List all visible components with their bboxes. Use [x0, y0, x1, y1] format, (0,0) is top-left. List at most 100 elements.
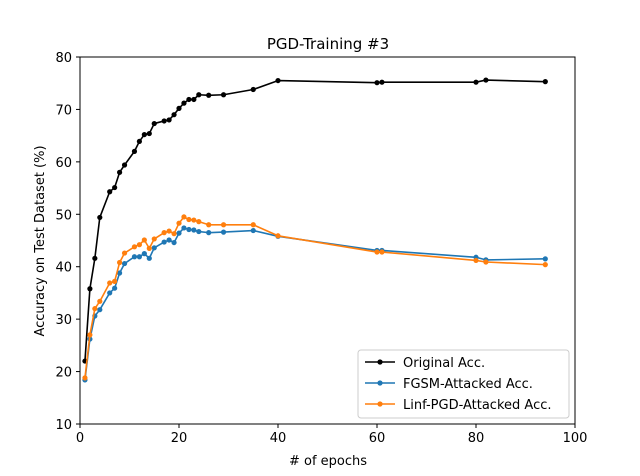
data-point [473, 79, 479, 85]
data-point [275, 233, 281, 239]
data-point [379, 249, 385, 255]
legend-label: Original Acc. [403, 356, 485, 371]
data-point [196, 219, 202, 225]
data-point [97, 298, 103, 304]
data-point [166, 237, 172, 243]
data-point [186, 96, 192, 103]
data-point [374, 80, 380, 86]
y-tick-label: 20 [55, 366, 72, 381]
data-point [161, 118, 167, 124]
data-point [136, 242, 142, 248]
data-point [136, 138, 142, 145]
data-point [112, 278, 118, 284]
data-point [181, 100, 187, 106]
y-tick-label: 30 [55, 313, 72, 328]
series-layer [82, 77, 548, 383]
axis-ticks: 0 20 40 60 80 100 10 20 30 40 50 60 70 80 [55, 51, 587, 446]
legend: Original Acc. FGSM-Attacked Acc. Linf-PGD-… [357, 349, 570, 419]
data-point [107, 290, 113, 296]
data-point [136, 254, 142, 260]
y-tick-label: 60 [55, 156, 72, 171]
data-point [181, 214, 187, 220]
data-point [206, 222, 212, 228]
data-point [97, 307, 103, 313]
data-point [220, 229, 227, 235]
legend-item-fgsm-attacked-acc: FGSM-Attacked Acc. [365, 377, 533, 392]
y-tick-label: 10 [55, 418, 72, 433]
data-point [141, 131, 147, 138]
data-point [542, 262, 548, 268]
data-point [186, 216, 192, 223]
legend-label: Linf-PGD-Attacked Acc. [403, 398, 552, 413]
data-point [483, 259, 489, 265]
data-point [176, 105, 182, 111]
data-point [107, 280, 113, 286]
data-point [250, 222, 256, 228]
legend-box [357, 349, 570, 419]
data-point [161, 239, 167, 245]
x-axis-label: # of epochs [289, 454, 367, 469]
data-point [141, 251, 147, 257]
y-tick-label: 70 [55, 103, 72, 118]
data-point [473, 257, 479, 264]
legend-swatch-marker [377, 380, 383, 386]
data-point [146, 255, 152, 261]
y-tick-label: 50 [55, 208, 72, 223]
data-point [107, 189, 113, 195]
data-point [483, 77, 489, 83]
data-point [112, 285, 118, 291]
data-point [191, 227, 197, 233]
data-point [171, 112, 177, 118]
series-linf-pgd-attacked-acc [82, 214, 548, 381]
data-point [176, 230, 182, 236]
data-point [87, 286, 93, 292]
data-point [379, 79, 385, 85]
data-point [176, 220, 182, 226]
data-point [121, 162, 128, 168]
data-point [131, 244, 138, 250]
data-point [181, 225, 187, 231]
x-tick-label: 0 [76, 431, 84, 446]
x-tick-label: 80 [468, 431, 485, 446]
y-axis-label: Accuracy on Test Dataset (%) [33, 145, 48, 336]
data-point [196, 228, 202, 235]
data-point [151, 120, 157, 127]
data-point [161, 230, 167, 236]
data-point [206, 92, 212, 98]
data-point [171, 231, 177, 237]
data-point [250, 227, 256, 234]
data-point [542, 79, 548, 85]
data-point [151, 236, 157, 242]
x-tick-label: 40 [270, 431, 287, 446]
data-point [146, 130, 152, 137]
data-point [117, 259, 123, 266]
data-point [374, 249, 380, 255]
data-point [542, 256, 548, 262]
data-point [171, 239, 177, 246]
data-point [131, 148, 138, 154]
data-point [275, 77, 281, 84]
legend-swatch-marker [377, 359, 383, 365]
data-point [92, 255, 98, 261]
y-tick-label: 40 [55, 261, 72, 276]
data-point [92, 306, 98, 312]
data-point [166, 117, 172, 123]
data-point [151, 245, 157, 251]
data-point [141, 237, 147, 243]
data-point [186, 226, 192, 233]
legend-swatch-marker [377, 401, 383, 407]
data-point [117, 270, 123, 276]
data-point [112, 184, 118, 191]
plot-frame [79, 56, 576, 425]
data-point [191, 96, 197, 103]
data-point [82, 375, 88, 381]
data-point [121, 250, 128, 256]
data-point [121, 260, 128, 267]
data-point [250, 86, 256, 93]
data-point [97, 214, 103, 221]
data-point [220, 222, 227, 228]
legend-item-linf-pgd-attacked-acc: Linf-PGD-Attacked Acc. [365, 398, 552, 413]
data-point [220, 92, 227, 98]
data-point [196, 92, 202, 98]
